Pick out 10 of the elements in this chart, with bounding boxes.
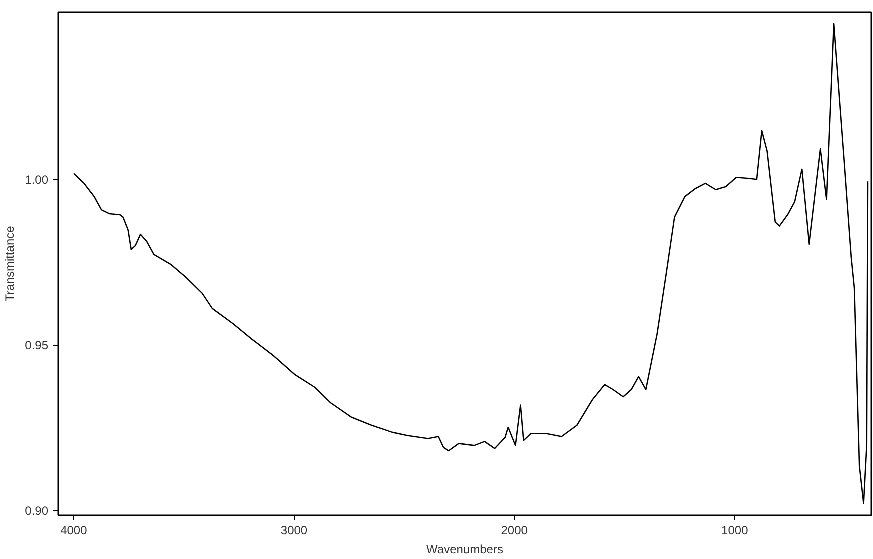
line-series <box>73 23 869 504</box>
y-tick-label: 0.90 <box>25 504 49 518</box>
y-tick-label: 1.00 <box>25 173 49 188</box>
y-tick-label: 0.95 <box>25 338 49 353</box>
x-tick-label: 1000 <box>722 524 749 538</box>
x-axis-title: Wavenumbers <box>426 542 504 556</box>
x-tick-label: 2000 <box>501 524 528 538</box>
x-tick-label: 4000 <box>60 524 88 538</box>
x-tick-label: 3000 <box>280 524 308 538</box>
y-axis-title: Transmittance <box>3 226 18 302</box>
